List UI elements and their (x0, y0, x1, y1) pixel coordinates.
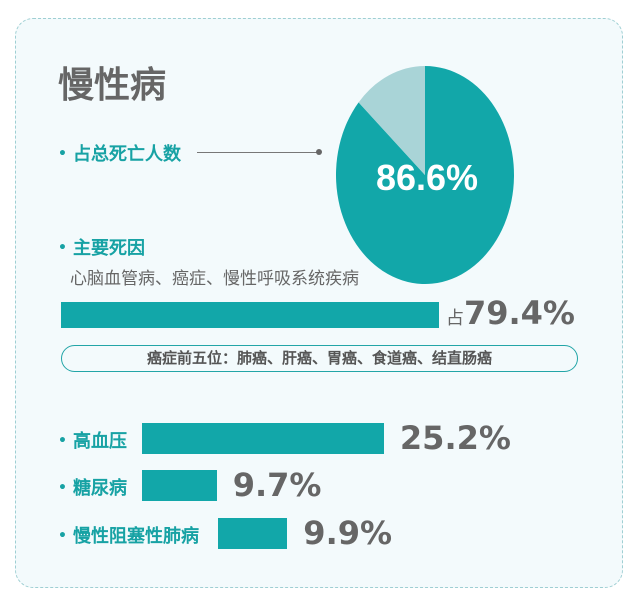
main-cause-desc: 心脑血管病、癌症、慢性呼吸系统疾病 (70, 269, 359, 289)
bar (218, 518, 288, 549)
bar-main-causes (61, 302, 439, 328)
main-cause-value: 占79.4% (446, 294, 575, 332)
pie-slice-main (335, 66, 514, 284)
pie-value-label: 86.6% (376, 157, 478, 198)
value-prefix: 占 (445, 308, 464, 329)
connector-dot (316, 149, 322, 155)
bar-label: 高血压 (58, 427, 127, 453)
pie-chart: 86.6% (335, 66, 514, 284)
main-cause-percent: 79.4% (463, 294, 575, 332)
bar (142, 470, 217, 501)
bar-label: 糖尿病 (58, 474, 127, 500)
share-label: 占总死亡人数 (58, 140, 181, 166)
bar-value-label: 9.7% (232, 466, 322, 504)
pie-slice-rest (358, 66, 425, 175)
bar-value-label: 25.2% (399, 419, 511, 457)
bar-value-label: 9.9% (303, 514, 393, 552)
bar-label: 慢性阻塞性肺病 (58, 522, 199, 548)
connector-line (197, 152, 319, 153)
bar (142, 423, 384, 454)
main-cause-label: 主要死因 (58, 234, 145, 260)
cancer-top5-note: 癌症前五位：肺癌、肝癌、胃癌、食道癌、结直肠癌 (61, 345, 578, 372)
page-title: 慢性病 (58, 65, 167, 106)
